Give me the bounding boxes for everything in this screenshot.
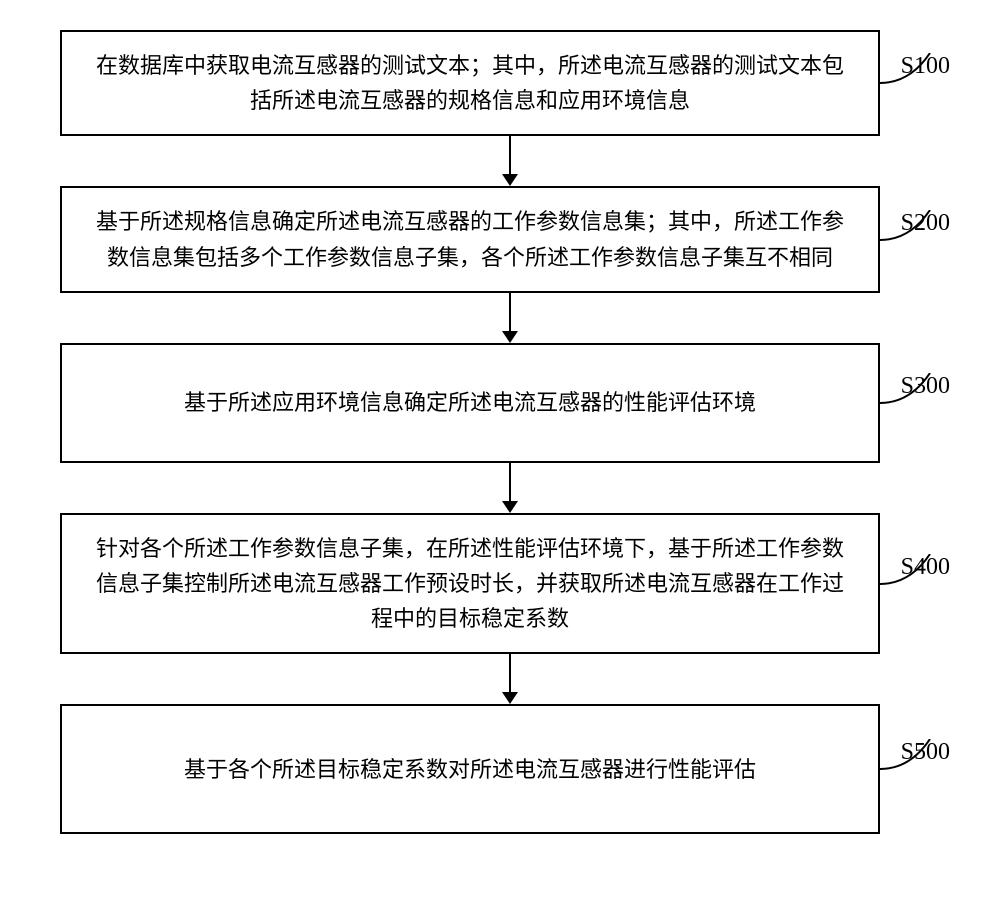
arrow-wrapper-2 <box>40 293 960 343</box>
step-s100: 在数据库中获取电流互感器的测试文本；其中，所述电流互感器的测试文本包括所述电流互… <box>40 30 960 136</box>
box-text-s400: 针对各个所述工作参数信息子集，在所述性能评估环境下，基于所述工作参数信息子集控制… <box>86 531 854 637</box>
box-s200: 基于所述规格信息确定所述电流互感器的工作参数信息集；其中，所述工作参数信息集包括… <box>60 186 880 292</box>
box-text-s300: 基于所述应用环境信息确定所述电流互感器的性能评估环境 <box>184 385 756 420</box>
arrow-4 <box>100 654 920 704</box>
flowchart-container: 在数据库中获取电流互感器的测试文本；其中，所述电流互感器的测试文本包括所述电流互… <box>40 30 960 834</box>
connector-s500: S500 <box>880 719 960 819</box>
box-text-s500: 基于各个所述目标稳定系数对所述电流互感器进行性能评估 <box>184 752 756 787</box>
step-s200: 基于所述规格信息确定所述电流互感器的工作参数信息集；其中，所述工作参数信息集包括… <box>40 186 960 292</box>
box-s400: 针对各个所述工作参数信息子集，在所述性能评估环境下，基于所述工作参数信息子集控制… <box>60 513 880 655</box>
connector-s300: S300 <box>880 353 960 453</box>
arrow-line-2 <box>509 293 511 331</box>
arrow-head-2 <box>502 331 518 343</box>
label-s300: S300 <box>901 373 950 400</box>
arrow-2 <box>100 293 920 343</box>
arrow-1 <box>100 136 920 186</box>
arrow-head-4 <box>502 692 518 704</box>
step-s400: 针对各个所述工作参数信息子集，在所述性能评估环境下，基于所述工作参数信息子集控制… <box>40 513 960 655</box>
arrow-3 <box>100 463 920 513</box>
box-text-s100: 在数据库中获取电流互感器的测试文本；其中，所述电流互感器的测试文本包括所述电流互… <box>86 48 854 118</box>
arrow-wrapper-4 <box>40 654 960 704</box>
label-s100: S100 <box>901 53 950 80</box>
arrow-line-1 <box>509 136 511 174</box>
box-text-s200: 基于所述规格信息确定所述电流互感器的工作参数信息集；其中，所述工作参数信息集包括… <box>86 204 854 274</box>
box-s100: 在数据库中获取电流互感器的测试文本；其中，所述电流互感器的测试文本包括所述电流互… <box>60 30 880 136</box>
arrow-line-3 <box>509 463 511 501</box>
box-s500: 基于各个所述目标稳定系数对所述电流互感器进行性能评估 <box>60 704 880 834</box>
connector-s100: S100 <box>880 33 960 133</box>
connector-s200: S200 <box>880 190 960 290</box>
label-s500: S500 <box>901 739 950 766</box>
arrow-wrapper-3 <box>40 463 960 513</box>
step-s300: 基于所述应用环境信息确定所述电流互感器的性能评估环境 S300 <box>40 343 960 463</box>
arrow-head-1 <box>502 174 518 186</box>
arrow-wrapper-1 <box>40 136 960 186</box>
box-s300: 基于所述应用环境信息确定所述电流互感器的性能评估环境 <box>60 343 880 463</box>
arrow-line-4 <box>509 654 511 692</box>
label-s400: S400 <box>901 554 950 581</box>
label-s200: S200 <box>901 210 950 237</box>
connector-s400: S400 <box>880 534 960 634</box>
step-s500: 基于各个所述目标稳定系数对所述电流互感器进行性能评估 S500 <box>40 704 960 834</box>
arrow-head-3 <box>502 501 518 513</box>
